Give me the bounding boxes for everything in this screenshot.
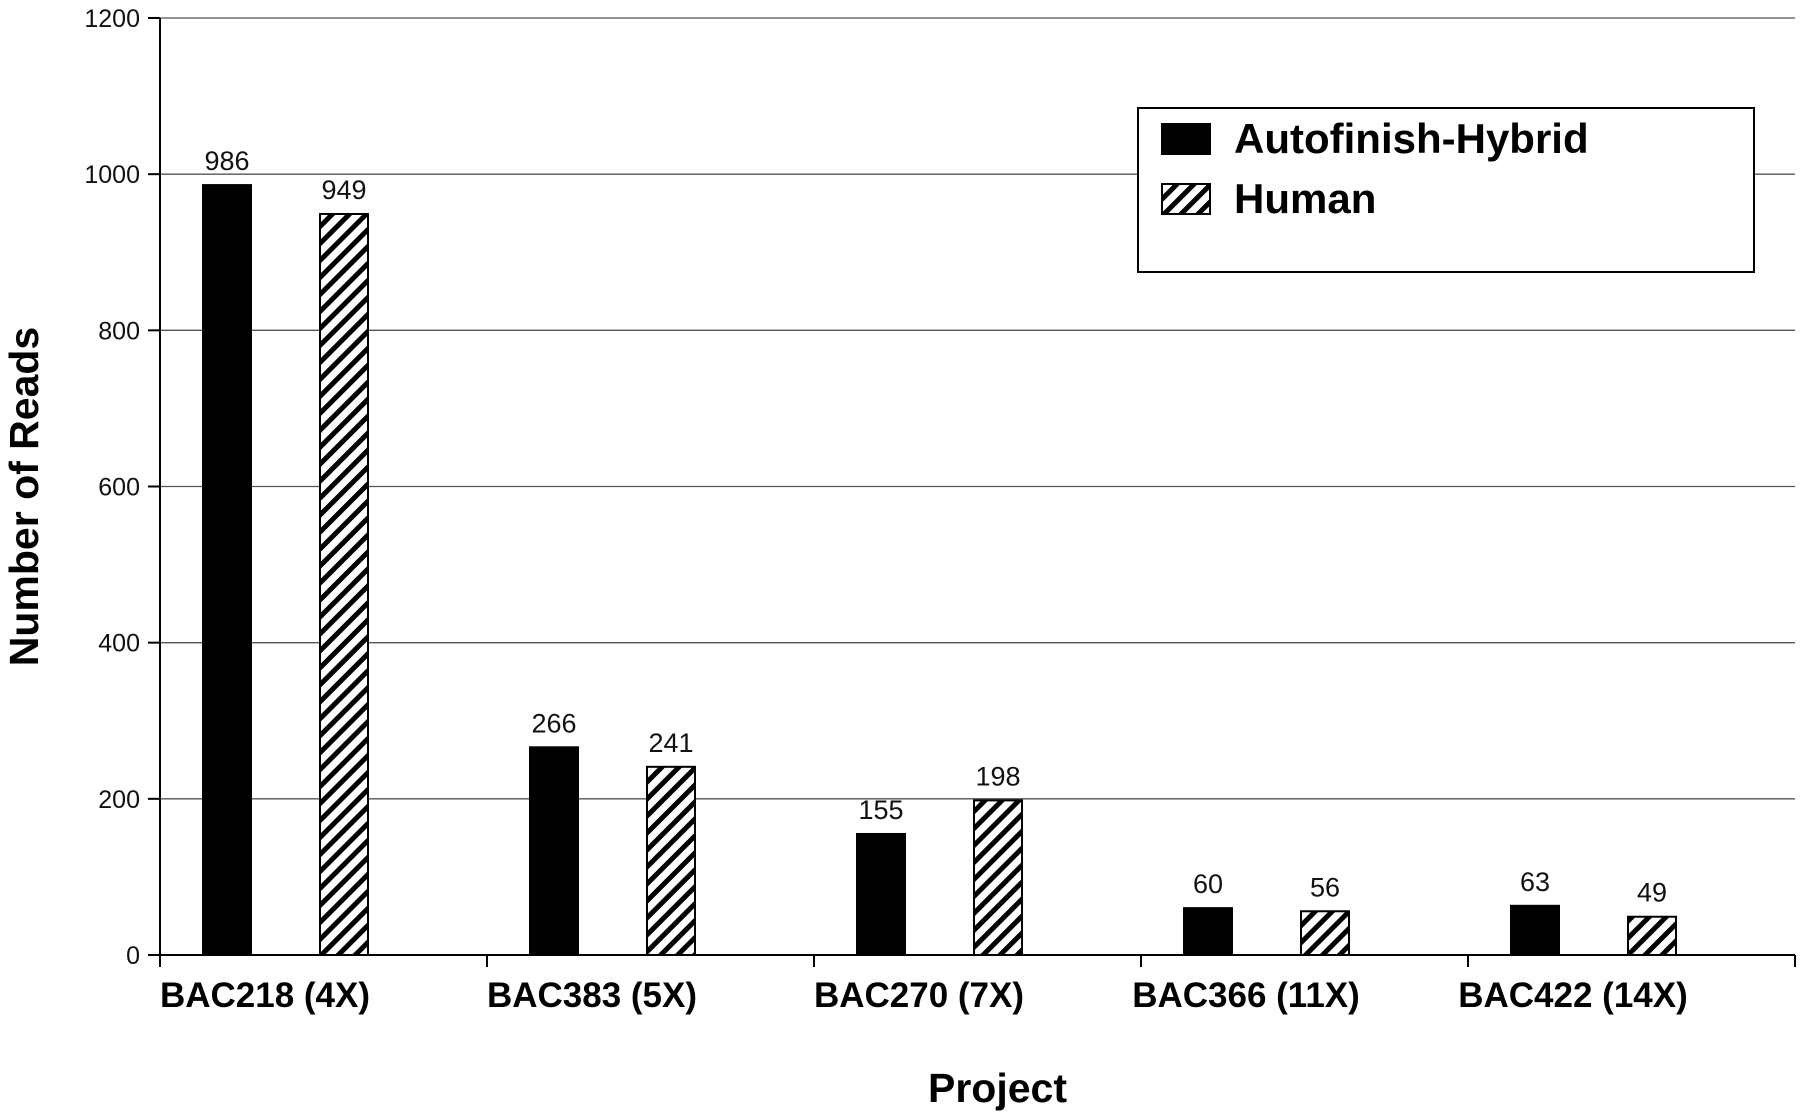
data-label: 949 xyxy=(321,175,366,205)
bar-autofinish-hybrid xyxy=(1510,904,1560,956)
gridlines xyxy=(160,17,1795,800)
category-label: BAC218 (4X) xyxy=(160,976,370,1015)
y-tick-label: 0 xyxy=(126,942,140,970)
bar-human xyxy=(1627,915,1677,957)
bar-autofinish-hybrid xyxy=(529,746,579,956)
axes xyxy=(148,17,1796,967)
y-tick-label: 200 xyxy=(98,786,140,814)
category-label: BAC270 (7X) xyxy=(814,976,1024,1015)
category-label: BAC383 (5X) xyxy=(487,976,697,1015)
y-tick-label: 1000 xyxy=(84,161,140,189)
data-label: 155 xyxy=(858,795,903,825)
bars xyxy=(202,184,1677,957)
x-axis-title: Project xyxy=(928,1065,1067,1111)
legend-label: Autofinish-Hybrid xyxy=(1234,115,1589,162)
data-label: 49 xyxy=(1637,878,1667,908)
data-label: 198 xyxy=(975,761,1020,791)
category-label: BAC422 (14X) xyxy=(1458,976,1688,1015)
y-axis-title: Number of Reads xyxy=(1,327,47,666)
y-tick-label: 800 xyxy=(98,317,140,345)
y-tick-label: 400 xyxy=(98,630,140,658)
category-label: BAC366 (11X) xyxy=(1132,976,1360,1015)
data-label: 986 xyxy=(204,146,249,176)
legend-box xyxy=(1137,107,1755,273)
legend: Autofinish-Hybrid Human xyxy=(1137,107,1755,273)
bar-autofinish-hybrid xyxy=(202,184,252,956)
bar-human xyxy=(1300,910,1350,956)
legend-label: Human xyxy=(1234,175,1376,222)
legend-swatch-human xyxy=(1161,183,1211,215)
data-label: 241 xyxy=(648,728,693,758)
data-label: 266 xyxy=(531,708,576,738)
y-tick-label: 1200 xyxy=(84,5,140,33)
bar-human xyxy=(319,212,369,956)
labels: 0 200 400 600 800 1000 1200 986 949 BAC218 (4X) 26… xyxy=(84,5,1687,1015)
bar-human xyxy=(973,799,1023,957)
data-label: 60 xyxy=(1193,869,1223,899)
legend-swatch-autofinish-hybrid xyxy=(1161,123,1211,155)
data-label: 56 xyxy=(1310,872,1340,902)
y-tick-label: 600 xyxy=(98,474,140,502)
bar-autofinish-hybrid xyxy=(1183,907,1233,957)
data-label: 63 xyxy=(1520,867,1550,897)
bar-human xyxy=(646,765,696,956)
bar-autofinish-hybrid xyxy=(856,832,906,956)
